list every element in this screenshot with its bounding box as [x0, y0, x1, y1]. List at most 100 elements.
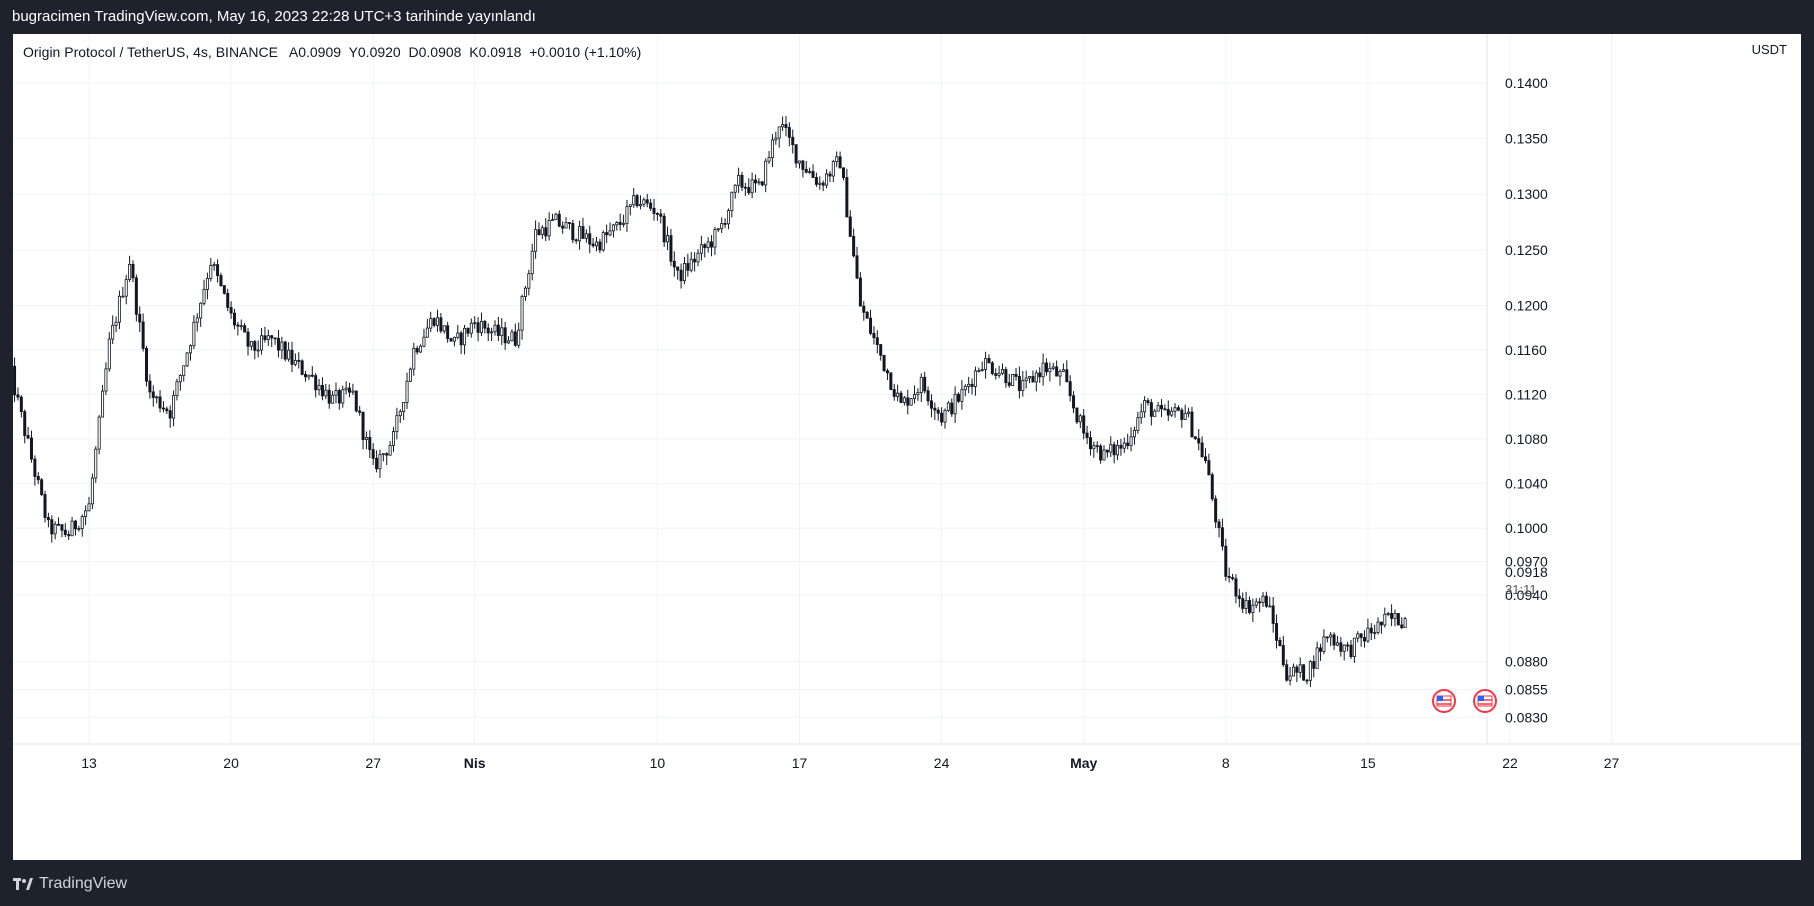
candle-body: [402, 402, 406, 412]
candle-body: [872, 332, 876, 339]
candle-body: [1363, 637, 1367, 642]
candle-body: [1058, 370, 1062, 377]
candle-body: [1369, 627, 1373, 634]
candle-body: [841, 167, 845, 178]
candle-body: [1291, 666, 1295, 677]
candle-body: [276, 337, 280, 351]
candle-body: [131, 264, 135, 279]
candle-body: [1183, 412, 1187, 420]
candle-body: [919, 376, 923, 393]
time-tick-label: 20: [223, 755, 239, 771]
event-marker-1[interactable]: [1432, 689, 1456, 713]
candle-body: [1075, 407, 1079, 423]
candle-body: [381, 453, 385, 456]
candle-body: [1129, 436, 1133, 447]
currency-label[interactable]: USDT: [1751, 42, 1787, 57]
candle-body: [794, 144, 798, 164]
symbol-name[interactable]: Origin Protocol / TetherUS, 4s, BINANCE: [23, 44, 278, 60]
candle-body: [838, 156, 842, 169]
event-marker-2[interactable]: [1473, 689, 1497, 713]
candle-body: [364, 436, 368, 440]
candle-body: [923, 376, 927, 392]
candle-body: [527, 273, 531, 289]
candle-body: [933, 407, 937, 411]
candle-body: [774, 137, 778, 141]
candle-body: [723, 223, 727, 225]
candle-body: [730, 191, 734, 211]
candle-body: [1061, 369, 1065, 372]
candle-body: [740, 174, 744, 188]
candle-body: [138, 313, 142, 323]
symbol-legend[interactable]: Origin Protocol / TetherUS, 4s, BINANCE …: [23, 44, 641, 60]
candle-body: [1224, 545, 1228, 577]
candle-body: [1024, 377, 1028, 382]
candle-body: [777, 126, 781, 139]
candle-body: [239, 325, 243, 328]
candle-body: [1163, 408, 1167, 411]
candle-body: [940, 412, 944, 423]
time-tick-label: Nis: [464, 755, 486, 771]
candle-body: [1325, 636, 1329, 639]
candle-body: [155, 396, 159, 399]
candle-body: [787, 127, 791, 138]
candle-body: [828, 173, 832, 177]
time-tick-label: 22: [1502, 755, 1518, 771]
candle-body: [946, 402, 950, 411]
price-tick-label: 0.0855: [1505, 681, 1548, 697]
candle-body: [1383, 613, 1387, 626]
candle-body: [229, 307, 233, 314]
candlestick-chart[interactable]: 0.1400 0.1350 0.1300 0.1250 0.1200 0.1160 0.11…: [13, 34, 1801, 860]
candle-body: [882, 354, 886, 372]
candle-body: [202, 289, 206, 304]
candle-body: [584, 233, 588, 239]
candle-body: [913, 394, 917, 400]
candle-body: [1339, 642, 1343, 652]
candle-body: [435, 317, 439, 326]
candle-body: [605, 232, 609, 236]
candle-body: [984, 358, 988, 370]
candle-body: [916, 392, 920, 395]
candle-body: [571, 223, 575, 241]
candle-body: [682, 263, 686, 282]
candle-body: [551, 219, 555, 222]
candle-body: [764, 160, 768, 186]
candle-body: [791, 136, 795, 146]
price-tick-label: 0.0830: [1505, 709, 1548, 725]
open-value: A0.0909: [288, 44, 342, 60]
chart-frame[interactable]: 0.1400 0.1350 0.1300 0.1250 0.1200 0.1160 0.11…: [13, 34, 1801, 860]
candle-body: [598, 241, 602, 251]
candle-body: [334, 390, 338, 396]
candle-body: [188, 345, 192, 354]
candle-body: [1014, 374, 1018, 377]
candle-body: [855, 255, 859, 279]
candle-body: [300, 360, 304, 375]
candle-body: [429, 318, 433, 329]
candle-body: [852, 235, 856, 257]
candle-body: [199, 302, 203, 319]
candle-body: [182, 365, 186, 376]
candle-body: [713, 229, 717, 248]
candle-body: [879, 344, 883, 356]
candle-body: [1285, 664, 1289, 681]
candle-body: [331, 394, 335, 404]
candle-body: [212, 264, 216, 267]
candle-body: [997, 372, 1001, 376]
candle-body: [57, 523, 61, 526]
time-tick-label: 24: [934, 755, 950, 771]
candle-body: [811, 171, 815, 178]
candle-body: [94, 448, 98, 479]
candle-body: [808, 171, 812, 173]
candle-body: [287, 349, 291, 360]
price-tick-label: 0.1350: [1505, 131, 1548, 147]
candle-body: [1366, 627, 1370, 642]
candle-body: [1332, 634, 1336, 646]
candle-body: [595, 241, 599, 247]
candle-body: [953, 393, 957, 415]
tradingview-brand[interactable]: TradingView: [13, 875, 127, 893]
candle-body: [53, 523, 57, 535]
candle-body: [1065, 369, 1069, 383]
candle-body: [669, 235, 673, 262]
candle-body: [537, 229, 541, 235]
tradingview-logo-icon: [13, 878, 33, 890]
candle-body: [270, 335, 274, 339]
